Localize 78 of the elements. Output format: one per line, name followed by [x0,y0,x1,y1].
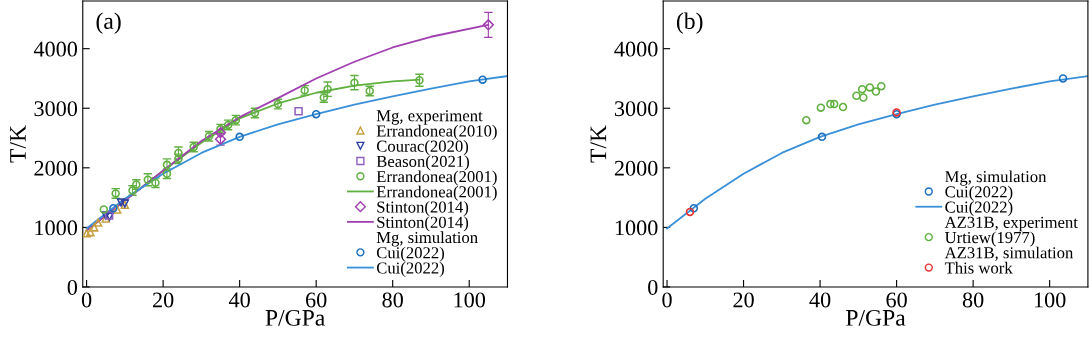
legend-label: Cui(2022) [376,246,445,262]
point [323,84,332,94]
point [82,229,91,238]
point [865,83,875,92]
x-tick-label: 60 [886,292,907,308]
point [86,227,95,237]
legend-label: This work [944,261,1013,274]
x-tick-label: 40 [809,292,831,308]
point [689,204,699,213]
point [350,78,359,87]
point [478,75,487,84]
y-tick-label: 2000 [34,160,78,176]
text: AZ31B, experiment [944,216,1078,232]
legend-label: Stinton(2014) [377,216,469,232]
point [859,93,868,102]
point [235,132,244,142]
legend-label: Beason(2021) [376,155,469,171]
point [112,205,122,214]
point [90,223,99,232]
x-axis-title: P/GPa [265,309,325,326]
point [857,84,867,94]
x-tick-label: 100 [454,292,486,308]
y-tick-label: 3000 [34,101,78,117]
legend-label: Cui(2022) [945,200,1013,217]
x-tick-label: 100 [1034,292,1066,308]
text: Mg, simulation [945,170,1047,186]
legend-label: Errandonea(2001) [376,185,497,201]
x-tick-label: 20 [152,292,174,308]
x-tick-label: 80 [382,292,403,308]
y-tick-label: 4000 [33,41,78,57]
point [482,19,495,31]
point [817,132,827,142]
point [871,87,881,96]
y-tick-label: 4000 [614,41,658,57]
text: Mg, experiment [376,110,483,125]
legend-label: Urtiew(1977) [944,231,1035,247]
legend-label: Cui(2022) [945,185,1013,201]
point [99,205,109,214]
point [838,102,848,112]
point [816,103,826,112]
legend-label: Stinton(2014) [377,200,469,217]
y-axis-title: T/K [10,125,26,163]
legend-label: Errandonea(2010) [376,124,497,140]
point [852,91,861,100]
point [829,99,839,109]
line-series [666,75,1088,230]
x-tick-label: 0 [662,292,672,308]
text: Mg, simulation [376,231,478,247]
point [1058,74,1068,83]
x-tick-label: 60 [306,292,327,308]
x-axis-title: P/GPa [846,309,906,326]
legend-label: Errandonea(2001) [376,170,497,186]
point [214,126,227,139]
point [93,218,103,227]
point [116,198,126,207]
x-tick-label: 0 [81,292,92,308]
legend-label: Courac(2020) [376,140,469,156]
text: AZ31B, simulation [944,246,1074,261]
point [109,204,118,213]
y-tick-label: 0 [648,279,658,295]
chart-title: (b) [676,12,703,34]
y-tick-label: 0 [67,279,78,295]
x-tick-label: 20 [733,292,754,308]
point [311,109,321,119]
point [877,81,886,91]
x-tick-label: 40 [228,292,250,308]
legend-label: Cui(2022) [376,261,445,277]
y-tick-label: 1000 [615,220,658,236]
y-axis-title: T/K [590,125,607,163]
y-tick-label: 3000 [614,101,658,117]
y-tick-label: 1000 [35,220,78,236]
chart-title: (a) [96,12,121,34]
x-tick-label: 80 [962,292,984,308]
point [294,106,303,116]
point [685,207,695,217]
point [826,99,835,109]
y-tick-label: 2000 [614,160,658,176]
point [802,115,811,125]
